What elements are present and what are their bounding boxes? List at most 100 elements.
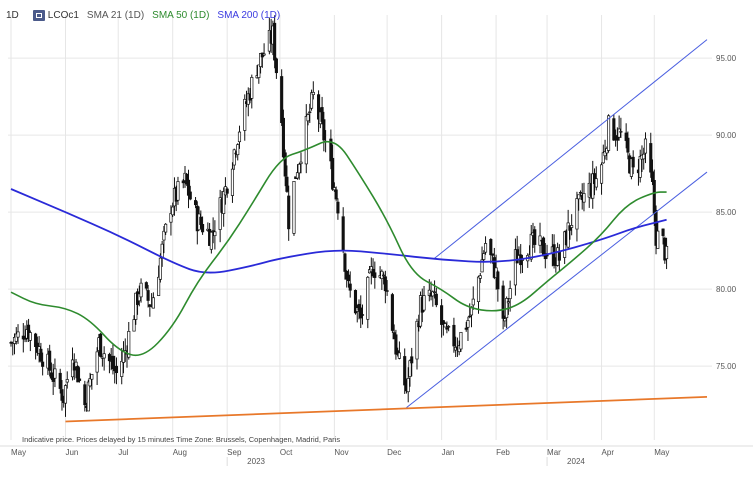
candle-body bbox=[607, 115, 611, 151]
candle-body bbox=[292, 180, 296, 234]
candle-body bbox=[415, 320, 419, 360]
symbol-label[interactable]: LCOc1 bbox=[47, 9, 79, 21]
candle-body bbox=[557, 251, 561, 261]
candle-body bbox=[397, 352, 401, 359]
candle-body bbox=[139, 282, 143, 298]
candle-body bbox=[578, 192, 583, 194]
candle-body bbox=[257, 64, 261, 78]
candle-body bbox=[65, 379, 69, 383]
candle-body bbox=[322, 119, 326, 141]
candle-body bbox=[594, 178, 598, 188]
x-tick-label: Nov bbox=[334, 448, 348, 457]
candle-body bbox=[394, 334, 398, 355]
sma50-label[interactable]: SMA 50 (1D) bbox=[152, 9, 210, 21]
candle-body bbox=[209, 231, 213, 250]
candle-body bbox=[440, 305, 444, 325]
candle-body bbox=[146, 290, 150, 301]
candle-body bbox=[107, 354, 111, 362]
candle-body bbox=[496, 271, 500, 290]
candle-body bbox=[603, 151, 607, 157]
candle-body bbox=[185, 173, 189, 185]
candle-body bbox=[181, 180, 185, 184]
trendline-channel-upper bbox=[434, 39, 708, 259]
candle-body bbox=[406, 378, 410, 393]
candle-body bbox=[443, 323, 447, 328]
y-tick-label: 90.00 bbox=[716, 131, 737, 140]
candle-body bbox=[58, 372, 62, 389]
y-tick-label: 80.00 bbox=[716, 285, 737, 294]
candle-body bbox=[373, 272, 377, 278]
candle-body bbox=[188, 191, 192, 200]
candle-body bbox=[283, 152, 287, 177]
candle-body bbox=[348, 283, 352, 291]
delay-note: Indicative price. Prices delayed by 15 m… bbox=[22, 435, 341, 444]
candle-body bbox=[626, 137, 630, 153]
x-tick-label: Feb bbox=[496, 448, 510, 457]
candle-body bbox=[491, 253, 495, 256]
candle-body bbox=[642, 153, 646, 160]
candle-body bbox=[360, 314, 365, 316]
candle-body bbox=[144, 282, 148, 289]
candle-body bbox=[334, 189, 338, 200]
x-tick-label: Jan bbox=[442, 448, 455, 457]
candle-body bbox=[431, 291, 435, 297]
candle-body bbox=[304, 115, 308, 165]
candle-body bbox=[88, 378, 92, 387]
candle-body bbox=[186, 179, 191, 196]
sma21-label[interactable]: SMA 21 (1D) bbox=[86, 9, 145, 21]
candle-body bbox=[533, 229, 537, 245]
candle-body bbox=[280, 76, 284, 124]
candle-body bbox=[445, 327, 449, 330]
candle-body bbox=[273, 22, 277, 61]
candle-body bbox=[236, 144, 240, 156]
x-tick-label: Jun bbox=[65, 448, 78, 457]
candle-body bbox=[225, 188, 229, 194]
candle-body bbox=[285, 176, 289, 192]
candle-body bbox=[237, 131, 242, 143]
x-tick-label: Mar bbox=[547, 448, 561, 457]
instrument-icon bbox=[32, 9, 45, 21]
candle-body bbox=[332, 187, 336, 191]
candle-body bbox=[23, 338, 27, 340]
candle-body bbox=[459, 331, 463, 350]
candle-body bbox=[259, 53, 263, 67]
candle-body bbox=[652, 179, 656, 214]
interval-label[interactable]: 1D bbox=[6, 9, 19, 21]
x-tick-label: Apr bbox=[602, 448, 615, 457]
x-tick-label: May bbox=[11, 448, 26, 457]
candle-body bbox=[232, 149, 236, 166]
candle-body bbox=[329, 138, 333, 162]
candle-body bbox=[243, 98, 247, 131]
candle-body bbox=[27, 324, 31, 340]
candle-body bbox=[95, 351, 99, 373]
candle-body bbox=[552, 244, 556, 266]
candle-body bbox=[111, 355, 115, 370]
sma200-label[interactable]: SMA 200 (1D) bbox=[217, 9, 281, 21]
candle-body bbox=[366, 276, 370, 320]
candle-body bbox=[433, 291, 437, 293]
x-tick-label: Jul bbox=[118, 448, 128, 457]
candle-body bbox=[77, 378, 82, 381]
candle-body bbox=[359, 307, 363, 319]
candle-body bbox=[63, 385, 68, 404]
candle-body bbox=[222, 191, 226, 214]
chart-legend: 1D LCOc1 SMA 21 (1D) SMA 50 (1D) SMA 200… bbox=[6, 7, 288, 23]
candle-body bbox=[385, 290, 389, 292]
candle-body bbox=[612, 118, 616, 141]
candle-body bbox=[383, 276, 387, 292]
candle-body bbox=[74, 361, 78, 368]
candle-body bbox=[624, 132, 628, 141]
candle-body bbox=[39, 348, 43, 362]
candle-body bbox=[619, 131, 623, 133]
y-tick-label: 95.00 bbox=[716, 54, 737, 63]
candle-body bbox=[311, 91, 315, 96]
candle-body bbox=[643, 138, 648, 154]
candle-body bbox=[274, 58, 278, 74]
candle-body bbox=[86, 381, 90, 412]
candle-body bbox=[16, 331, 20, 338]
y-tick-label: 85.00 bbox=[716, 208, 737, 217]
x-tick-label: Sep bbox=[227, 448, 242, 457]
candle-body bbox=[568, 225, 572, 231]
x-tick-label: May bbox=[654, 448, 669, 457]
candle-body bbox=[317, 94, 321, 120]
